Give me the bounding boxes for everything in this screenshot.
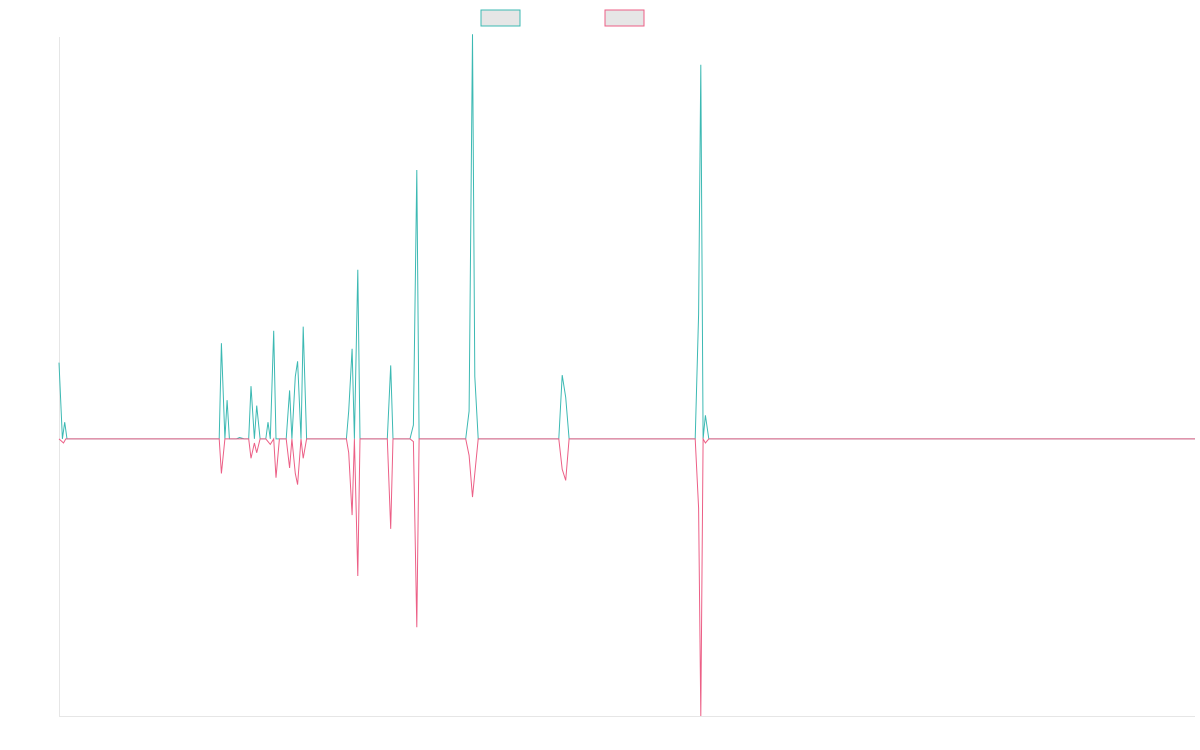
series-layer [58, 34, 1195, 717]
legend [480, 9, 645, 27]
legend-swatch-series-1[interactable] [480, 9, 521, 27]
series-line-2 [58, 437, 1195, 717]
legend-swatch-series-2[interactable] [604, 9, 645, 27]
series-line-1 [58, 34, 1195, 440]
